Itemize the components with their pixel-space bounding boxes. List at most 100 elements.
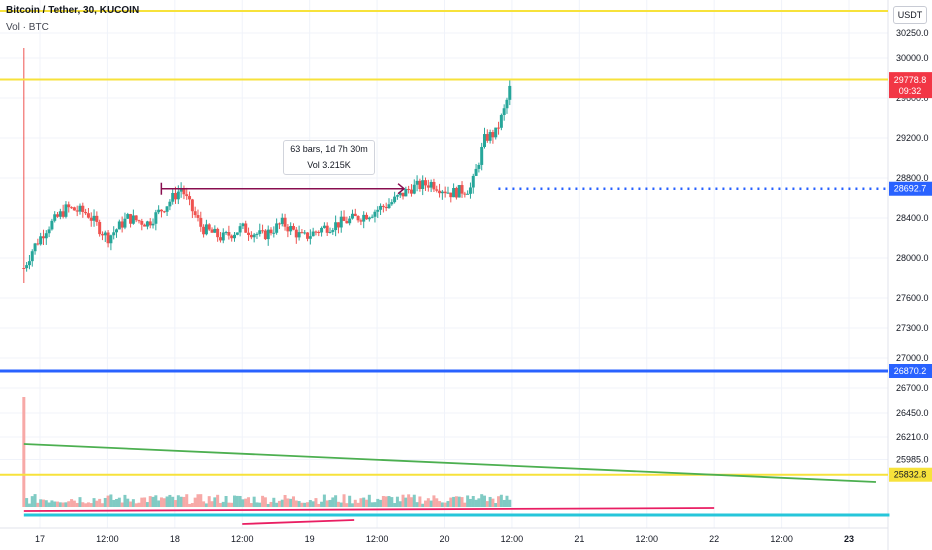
- volume-bar: [395, 496, 399, 507]
- candle-body: [440, 191, 444, 194]
- volume-bar: [190, 503, 194, 507]
- candle-body: [165, 206, 169, 212]
- candle-body: [218, 237, 222, 241]
- volume-bar: [261, 495, 265, 507]
- volume-bar: [449, 497, 453, 507]
- volume-bar: [112, 499, 116, 507]
- candle-body: [457, 185, 461, 198]
- volume-bar: [404, 497, 408, 507]
- candle-body: [370, 216, 374, 218]
- volume-bar: [421, 503, 425, 507]
- volume-bar: [218, 503, 222, 507]
- candle-body: [300, 232, 304, 234]
- volume-bar: [275, 502, 279, 507]
- candle-body: [263, 230, 267, 240]
- candle-body: [505, 99, 509, 109]
- candle-body: [70, 207, 74, 209]
- volume-bar: [491, 498, 495, 507]
- price-tick-label: 28400.0: [896, 213, 929, 223]
- candle-body: [365, 214, 369, 220]
- volume-bar: [106, 495, 110, 507]
- candle-body: [129, 214, 133, 224]
- candle-body: [103, 232, 107, 236]
- volume-bar: [407, 494, 411, 507]
- candle-body: [320, 227, 324, 233]
- volume-bar: [188, 503, 192, 507]
- volume-bar: [56, 501, 60, 507]
- volume-bar: [306, 502, 310, 507]
- candle-body: [33, 243, 37, 252]
- candle-body: [359, 220, 363, 222]
- candle-body: [345, 220, 349, 224]
- candle-body: [193, 211, 197, 216]
- candle-body: [185, 194, 189, 197]
- volume-bar: [95, 500, 99, 507]
- candle-body: [415, 180, 419, 185]
- volume-bar: [100, 503, 104, 507]
- candle-body: [84, 211, 88, 214]
- volume-bar: [418, 496, 422, 507]
- volume-bar: [39, 499, 43, 507]
- candle-body: [182, 188, 186, 195]
- volume-bar: [283, 494, 287, 507]
- volume-bar: [477, 498, 481, 507]
- candle-body: [109, 235, 113, 244]
- candle-body: [401, 192, 405, 197]
- candle-body: [342, 216, 346, 221]
- candle-body: [36, 243, 40, 245]
- candle-body: [289, 225, 293, 232]
- candle-body: [409, 189, 413, 194]
- candle-body: [199, 217, 203, 227]
- volume-bar: [350, 503, 354, 507]
- volume-bar: [415, 502, 419, 507]
- candle-body: [64, 204, 68, 217]
- volume-bar: [412, 494, 416, 507]
- volume-bar: [171, 496, 175, 507]
- volume-bar: [336, 501, 340, 507]
- volume-bar: [488, 496, 492, 507]
- volume-bar: [92, 498, 96, 507]
- candle-body: [50, 220, 54, 230]
- candle-body: [61, 211, 65, 217]
- volume-bar: [277, 500, 281, 507]
- candle-body: [98, 221, 102, 235]
- candle-body: [308, 236, 312, 239]
- candle-body: [123, 218, 127, 228]
- volume-bar: [185, 494, 189, 507]
- volume-bar: [33, 494, 37, 507]
- candle-body: [120, 221, 124, 228]
- candle-body: [269, 229, 273, 234]
- measure-tooltip: 63 bars, 1d 7h 30m Vol 3.215K: [283, 140, 375, 175]
- volume-bar: [221, 501, 225, 507]
- volume-bar: [213, 497, 217, 507]
- volume-bar: [398, 501, 402, 507]
- volume-bar: [75, 502, 79, 507]
- volume-bar: [381, 495, 385, 507]
- volume-bar: [241, 499, 245, 507]
- volume-bar: [311, 501, 315, 507]
- volume-bar: [115, 498, 119, 507]
- volume-bar: [280, 499, 284, 507]
- volume-bar: [227, 502, 231, 507]
- volume-bar: [176, 495, 180, 507]
- candle-body: [58, 211, 62, 217]
- candle-body: [432, 181, 436, 190]
- candle-body: [244, 223, 248, 233]
- volume-bar: [50, 500, 54, 507]
- volume-bar: [247, 497, 251, 507]
- candle-body: [429, 181, 433, 188]
- candle-body: [30, 251, 34, 262]
- volume-bar: [317, 503, 321, 507]
- candle-body: [376, 209, 380, 212]
- volume-bar: [348, 495, 352, 507]
- candle-body: [216, 228, 220, 238]
- currency-unit-button[interactable]: USDT: [893, 6, 927, 24]
- volume-bar: [387, 496, 391, 507]
- candle-body: [297, 232, 301, 238]
- candle-body: [454, 187, 458, 198]
- candle-body: [207, 224, 211, 230]
- candle-body: [322, 225, 326, 228]
- candle-body: [143, 224, 147, 227]
- candle-body: [488, 132, 492, 141]
